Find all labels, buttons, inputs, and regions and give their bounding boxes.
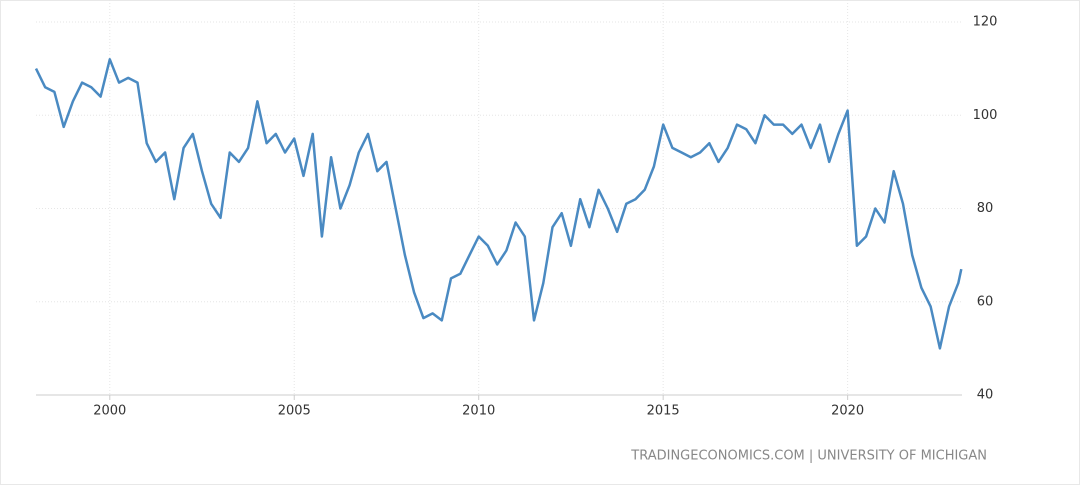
data-line [34,58,963,350]
x-tick-label: 2015 [647,404,680,419]
y-tick-label: 60 [977,294,994,309]
y-tick-label: 40 [977,388,994,403]
y-tick-label: 120 [973,15,998,30]
x-tick-label: 2005 [278,404,311,419]
x-tick-label: 2010 [462,404,495,419]
source-note: TRADINGECONOMICS.COM | UNIVERSITY OF MIC… [630,449,987,464]
x-tick-label: 2000 [93,404,126,419]
x-tick-label: 2020 [831,404,864,419]
y-tick-label: 80 [977,201,994,216]
y-tick-label: 100 [973,108,998,123]
